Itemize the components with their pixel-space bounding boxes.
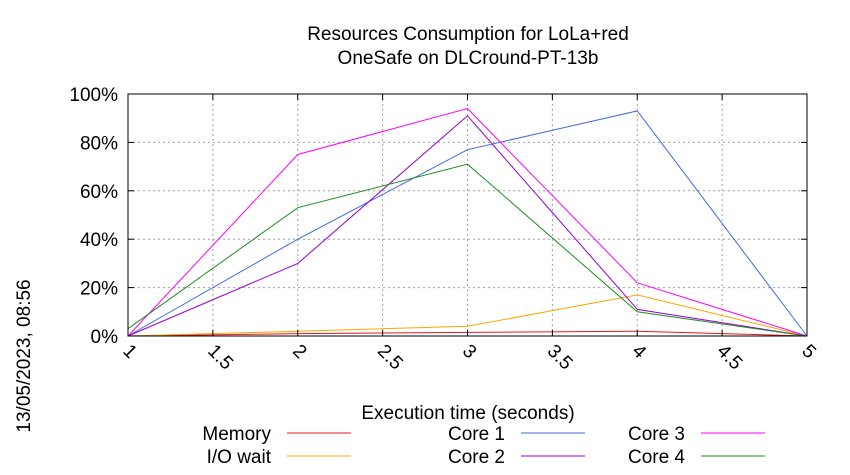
x-tick-label: 3	[458, 341, 480, 363]
x-axis-label: Execution time (seconds)	[361, 403, 574, 424]
series-line-core-4	[127, 163, 808, 337]
series-line-core-3	[127, 107, 808, 337]
legend-label: Core 4	[628, 447, 685, 468]
series-lines	[127, 107, 808, 337]
y-tick-label: 20%	[80, 279, 118, 300]
legend-label: Memory	[202, 424, 271, 445]
series-line-core-2	[127, 115, 808, 337]
y-tick-label: 0%	[91, 327, 119, 348]
y-tick-label: 40%	[80, 230, 118, 251]
series-line-core-1	[127, 110, 808, 337]
x-tick-label: 1	[118, 341, 140, 363]
legend-label: Core 3	[628, 424, 685, 445]
x-tick-label: 3.5	[543, 341, 577, 375]
x-tick-label: 5	[797, 341, 819, 363]
legend-label: I/O wait	[207, 447, 272, 468]
y-axis-ticks: 0% 20% 40% 60% 80% 100%	[69, 85, 807, 348]
legend-label: Core 1	[448, 424, 505, 445]
series-line-i-o-wait	[127, 294, 808, 337]
x-tick-label: 2	[288, 341, 310, 363]
x-tick-label: 4.5	[713, 341, 747, 375]
x-tick-label: 1.5	[203, 341, 237, 375]
chart-title-line-1: Resources Consumption for LoLa+red	[307, 24, 629, 45]
grid	[128, 94, 807, 336]
x-tick-label: 4	[628, 341, 651, 364]
y-tick-label: 60%	[80, 182, 118, 203]
x-tick-label: 2.5	[373, 341, 407, 375]
legend-label: Core 2	[448, 447, 505, 468]
timestamp-label: 13/05/2023, 08:56	[14, 279, 35, 432]
y-tick-label: 100%	[69, 85, 118, 106]
y-tick-label: 80%	[80, 133, 118, 154]
chart-title-line-2: OneSafe on DLCround-PT-13b	[338, 48, 599, 69]
